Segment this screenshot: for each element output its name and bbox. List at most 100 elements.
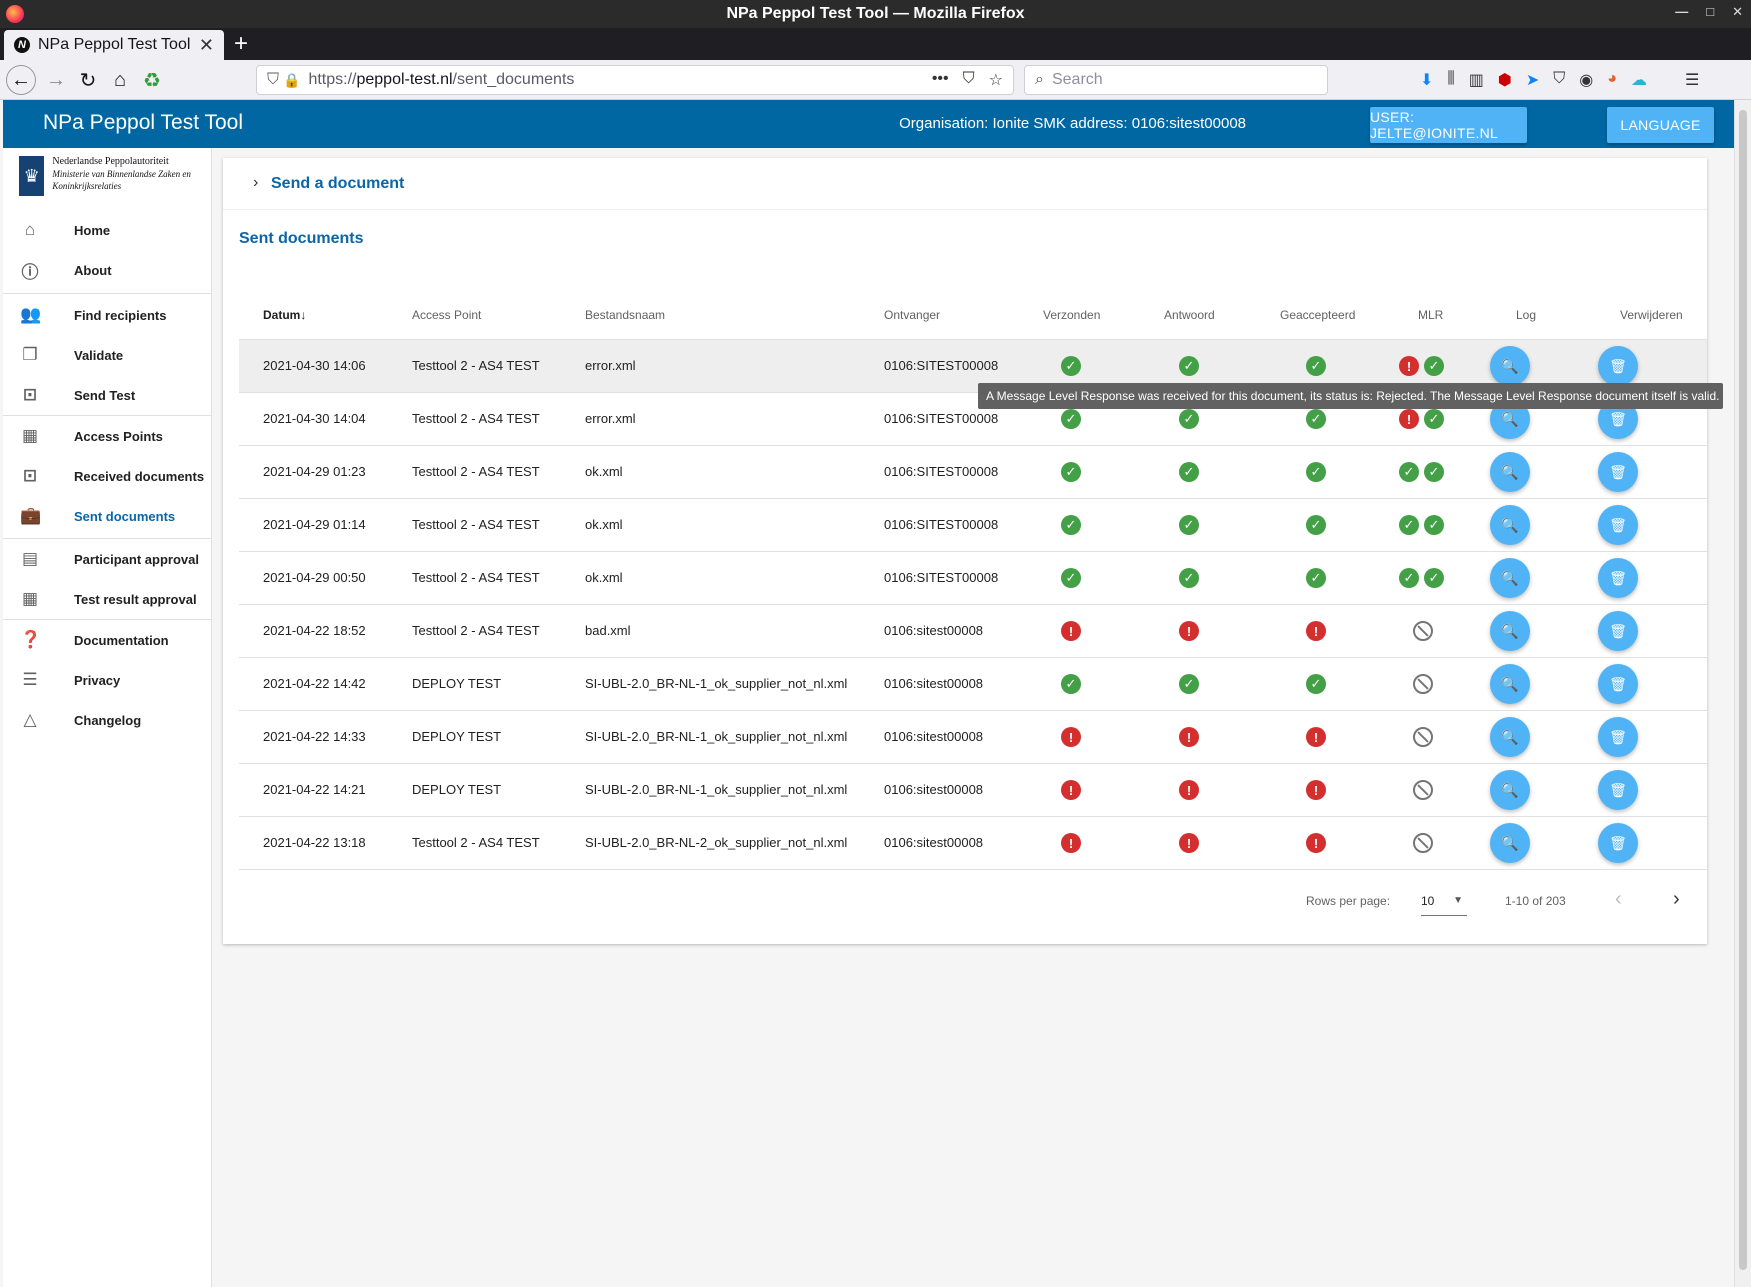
column-header-datum[interactable]: Datum↓ [263, 308, 307, 322]
next-page-button[interactable]: › [1673, 888, 1680, 910]
column-header-verwijderen: Verwijderen [1620, 308, 1683, 322]
close-window-button[interactable]: ✕ [1732, 4, 1743, 19]
search-input[interactable]: ⌕ Search [1024, 65, 1328, 95]
delete-button[interactable]: 🗑 [1598, 717, 1638, 757]
send-document-panel[interactable]: › Send a document [223, 158, 1707, 210]
geaccepteerd-error-circle-icon: ! [1306, 833, 1326, 853]
sidebar-item-sent-documents[interactable]: 💼 Sent documents [3, 496, 212, 536]
mlr-tooltip: A Message Level Response was received fo… [978, 383, 1723, 409]
cloud-extension-icon[interactable]: ☁ [1630, 72, 1647, 89]
cell-bestandsnaam: ok.xml [585, 464, 623, 479]
antwoord-error-circle-icon: ! [1179, 780, 1199, 800]
sidebar-item-documentation[interactable]: ❓ Documentation [3, 620, 212, 660]
sidebar-item-validate[interactable]: ❐ Validate [3, 335, 212, 375]
app-title: NPa Peppol Test Tool [43, 111, 244, 134]
forward-button[interactable]: → [46, 68, 66, 91]
back-button[interactable]: ← [6, 65, 36, 95]
table-row: 2021-04-22 14:42 DEPLOY TEST SI-UBL-2.0_BR… [239, 658, 1707, 711]
delete-button[interactable]: 🗑 [1598, 346, 1638, 386]
sidebar-item-access-points[interactable]: ▦ Access Points [3, 416, 212, 456]
browser-tab[interactable]: N NPa Peppol Test Tool ✕ [4, 30, 224, 60]
sidebar-item-privacy[interactable]: ☰ Privacy [3, 660, 212, 700]
cell-access-point: DEPLOY TEST [412, 676, 502, 691]
adblock-icon[interactable]: ⬢ [1497, 72, 1512, 89]
privacy-extension-icon[interactable]: ⛉ [1553, 70, 1566, 87]
send-document-title[interactable]: Send a document [271, 175, 405, 192]
sidebar-item-home[interactable]: ⌂ Home [3, 210, 212, 250]
window-title: NPa Peppol Test Tool — Mozilla Firefox [726, 5, 1025, 22]
sidebar-item-changelog[interactable]: △ Changelog [3, 700, 212, 740]
column-header-bestandsnaam: Bestandsnaam [585, 308, 666, 322]
scrollbar-thumb[interactable] [1739, 110, 1747, 1270]
delete-button[interactable]: 🗑 [1598, 505, 1638, 545]
delete-button[interactable]: 🗑 [1598, 664, 1638, 704]
mlr-check-circle-icon: ✓ [1424, 462, 1444, 482]
log-search-button[interactable]: 🔍 [1490, 664, 1530, 704]
language-button[interactable]: LANGUAGE [1607, 107, 1714, 143]
verzonden-check-circle-icon: ✓ [1061, 515, 1081, 535]
log-search-button[interactable]: 🔍 [1490, 558, 1530, 598]
cell-access-point: DEPLOY TEST [412, 782, 502, 797]
prev-page-button[interactable]: ‹ [1615, 888, 1622, 910]
log-search-button[interactable]: 🔍 [1490, 346, 1530, 386]
column-header-verzonden: Verzonden [1043, 308, 1101, 322]
sidebar-item-about[interactable]: ⓘ About [3, 250, 212, 290]
chevron-right-icon[interactable]: › [253, 174, 259, 191]
tab-close-icon[interactable]: ✕ [198, 34, 214, 55]
cell-datum: 2021-04-22 13:18 [263, 835, 366, 850]
rows-per-page-select[interactable]: 10 ▼ [1421, 888, 1467, 916]
new-tab-button[interactable]: + [234, 30, 249, 57]
mlr-check-circle-icon: ✓ [1424, 568, 1444, 588]
user-button[interactable]: USER: JELTE@IONITE.NL [1370, 107, 1527, 143]
log-search-button[interactable]: 🔍 [1490, 770, 1530, 810]
sidebar-item-participant-approval[interactable]: ▤ Participant approval [3, 539, 212, 579]
page-scrollbar[interactable] [1734, 100, 1751, 1287]
log-search-button[interactable]: 🔍 [1490, 452, 1530, 492]
bookmark-star-icon[interactable]: ☆ [988, 72, 1003, 89]
sidebar-item-label: Test result approval [74, 591, 197, 607]
delete-button[interactable]: 🗑 [1598, 452, 1638, 492]
shield-icon[interactable]: ⛉ [267, 71, 280, 88]
verzonden-error-circle-icon: ! [1061, 780, 1081, 800]
sidebar-item-test-result-approval[interactable]: ▦ Test result approval [3, 579, 212, 619]
people-icon: 👥 [20, 305, 42, 324]
library-icon[interactable]: ⫼ [1447, 70, 1455, 87]
sidebar-item-find-recipients[interactable]: 👥 Find recipients [3, 295, 212, 335]
sidebar-item-received-documents[interactable]: ⊡ Received documents [3, 456, 212, 496]
log-search-button[interactable]: 🔍 [1490, 717, 1530, 757]
reload-button[interactable]: ↻ [79, 69, 97, 92]
maximize-button[interactable]: □ [1706, 4, 1715, 19]
extension-icon[interactable]: ♻ [143, 69, 161, 92]
url-scheme: https:// [308, 71, 357, 88]
delete-button[interactable]: 🗑 [1598, 558, 1638, 598]
geaccepteerd-error-circle-icon: ! [1306, 621, 1326, 641]
cell-access-point: Testtool 2 - AS4 TEST [412, 623, 540, 638]
home-button[interactable]: ⌂ [113, 68, 127, 91]
page-actions-icon[interactable]: ••• [931, 70, 949, 87]
extension-toolbar: ⬇ ⫼ ▥ ⬢ ➤ ⛉ ◉ ◕ ☁ ☰ [1420, 70, 1699, 90]
url-bar[interactable]: ⛉ 🔒 https://peppol-test.nl/sent_document… [256, 65, 1014, 95]
building-icon: ▦ [21, 589, 39, 608]
delete-button[interactable]: 🗑 [1598, 823, 1638, 863]
sidebar-toggle-icon[interactable]: ▥ [1468, 72, 1484, 89]
download-icon[interactable]: ⬇ [1420, 72, 1434, 89]
table-row: 2021-04-29 01:23 Testtool 2 - AS4 TEST ok.… [239, 446, 1707, 499]
cell-datum: 2021-04-29 00:50 [263, 570, 366, 585]
log-search-button[interactable]: 🔍 [1490, 505, 1530, 545]
cookie-extension-icon[interactable]: ◕ [1607, 70, 1617, 87]
pocket-icon[interactable]: ⛉ [962, 70, 975, 87]
log-search-button[interactable]: 🔍 [1490, 611, 1530, 651]
geaccepteerd-check-circle-icon: ✓ [1306, 356, 1326, 376]
delete-button[interactable]: 🗑 [1598, 770, 1638, 810]
sidebar-item-label: Privacy [74, 672, 121, 688]
delete-button[interactable]: 🗑 [1598, 611, 1638, 651]
minimize-button[interactable]: — [1675, 4, 1689, 19]
menu-icon[interactable]: ☰ [1684, 72, 1700, 89]
cursor-extension-icon[interactable]: ➤ [1525, 72, 1540, 89]
account-icon[interactable]: ◉ [1579, 72, 1594, 89]
lock-icon[interactable]: 🔒 [283, 71, 301, 88]
verzonden-check-circle-icon: ✓ [1061, 409, 1081, 429]
log-search-button[interactable]: 🔍 [1490, 823, 1530, 863]
sidebar-item-send-test[interactable]: ⊡ Send Test [3, 375, 212, 415]
geaccepteerd-check-circle-icon: ✓ [1306, 409, 1326, 429]
